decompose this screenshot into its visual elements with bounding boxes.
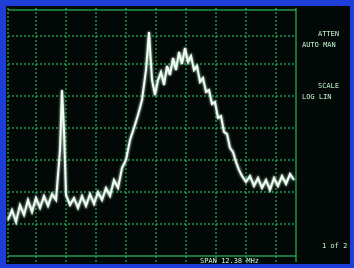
page-indicator: 1 of 2 xyxy=(322,242,347,250)
softkey-label: ATTEN xyxy=(318,30,339,38)
softkey-label: AUTO MAN xyxy=(302,41,336,49)
span-readout: SPAN 12.38 MHz xyxy=(200,257,259,265)
softkey-label: LOG LIN xyxy=(302,93,332,101)
softkey-label: SCALE xyxy=(318,82,339,90)
screen xyxy=(6,6,350,264)
analyzer-photo: ATTEN AUTO MAN SCALE LOG LIN 1 of 2 SPAN… xyxy=(0,0,354,268)
